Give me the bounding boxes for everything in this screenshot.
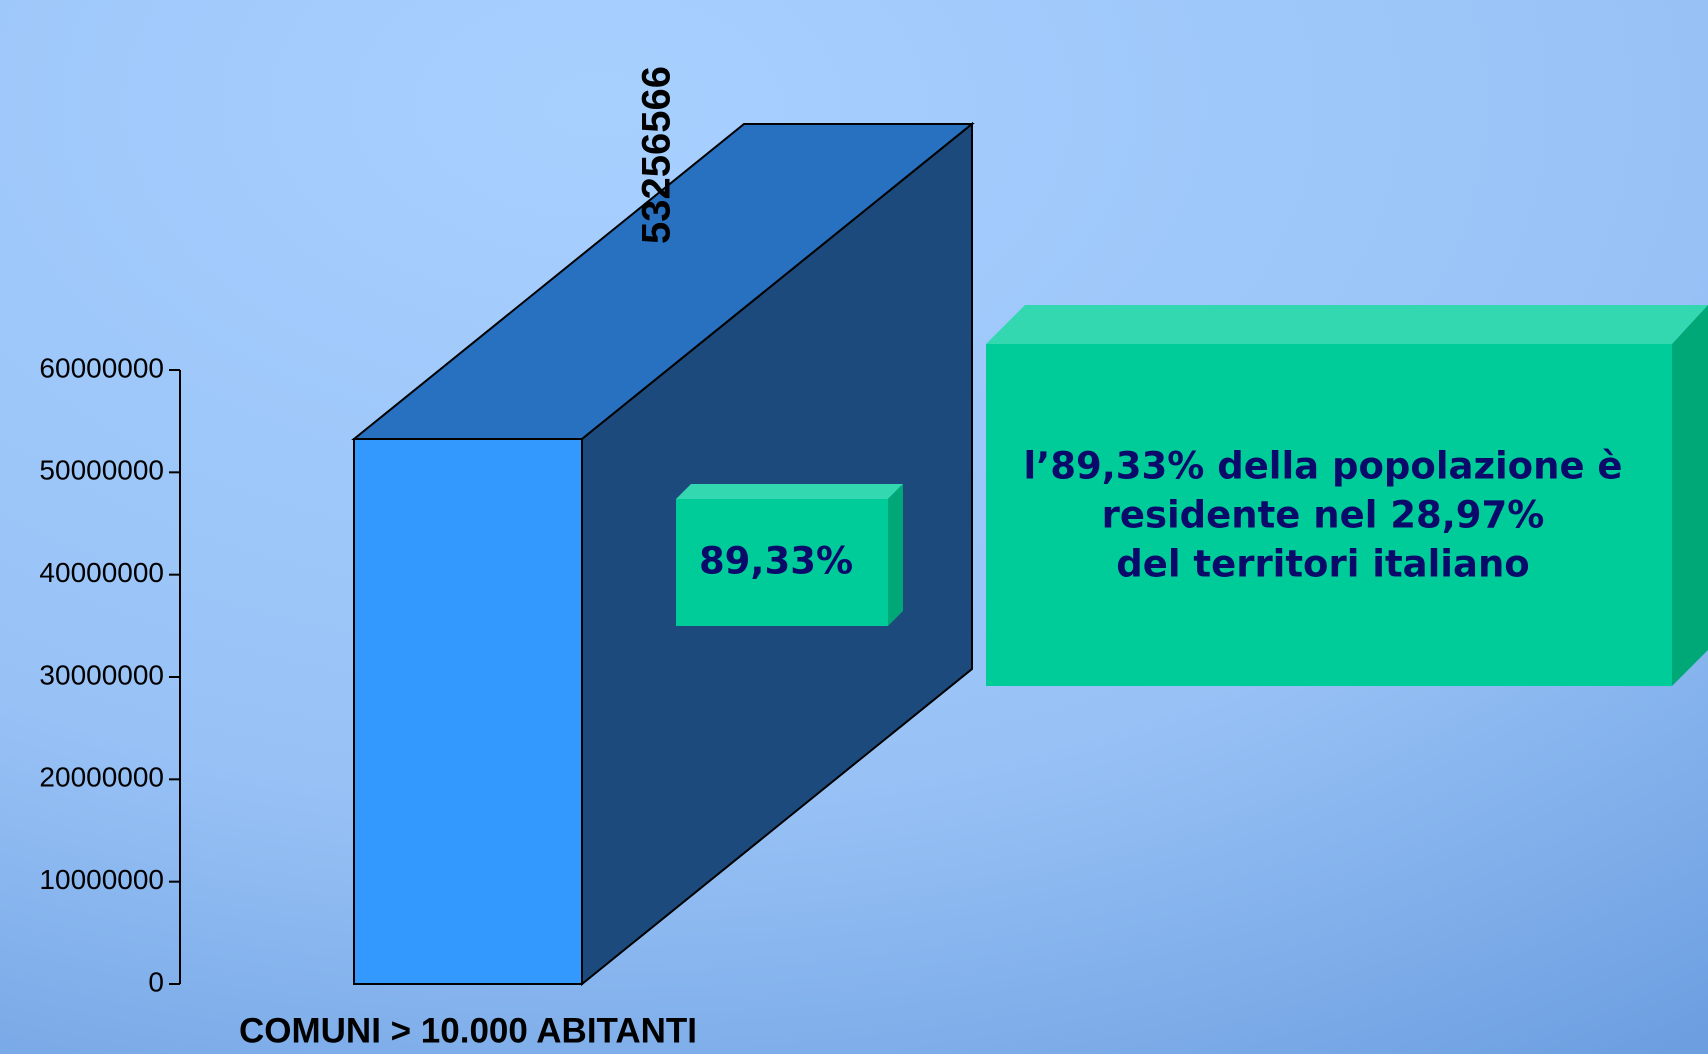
annotation: residente nel 28,97% xyxy=(1102,494,1545,537)
box-side xyxy=(888,484,903,626)
box-top xyxy=(986,305,1708,344)
y-tick-label: 50000000 xyxy=(39,455,164,486)
box-top xyxy=(676,484,903,499)
box-front xyxy=(986,344,1672,686)
y-tick-label: 0 xyxy=(148,966,164,997)
x-tick-label: COMUNI > 10.000 ABITANTI xyxy=(239,1011,697,1050)
small-callout: 89,33% xyxy=(676,484,903,626)
annotation: del territori italiano xyxy=(1116,543,1529,586)
box-side xyxy=(1672,305,1708,686)
annotation: l’89,33% della popolazione è xyxy=(1023,445,1622,488)
y-tick-label: 10000000 xyxy=(39,864,164,895)
box-front xyxy=(676,499,888,626)
annotation: 89,33% xyxy=(699,540,853,583)
y-tick-label: 30000000 xyxy=(39,659,164,690)
y-tick-label: 40000000 xyxy=(39,557,164,588)
bar xyxy=(353,438,583,985)
data-label: 53256566 xyxy=(635,66,679,244)
large-callout: l’89,33% della popolazione è residente n… xyxy=(986,305,1708,686)
y-tick-label: 60000000 xyxy=(39,352,164,383)
y-tick-label: 20000000 xyxy=(39,762,164,793)
